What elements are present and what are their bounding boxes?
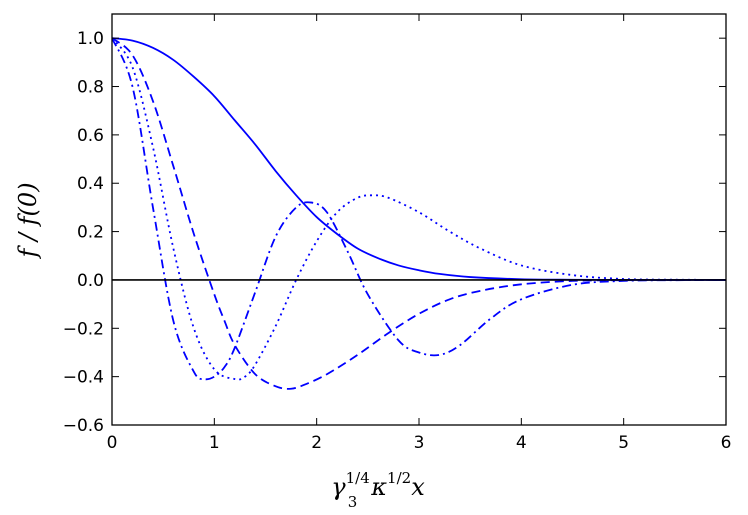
x-tick-label: 1 — [209, 433, 220, 453]
x-tick-label: 3 — [414, 433, 425, 453]
x-axis-label: γ1/4 3κ1/2x — [331, 469, 425, 511]
y-tick-label: −0.6 — [63, 416, 104, 436]
y-axis-label: f / f(0) — [14, 182, 42, 259]
x-tick-label: 0 — [107, 433, 118, 453]
y-tick-label: 0.8 — [77, 78, 104, 98]
series-line-solid — [112, 37, 726, 281]
y-tick-label: 0.6 — [77, 126, 104, 146]
x-tick-label: 2 — [311, 433, 322, 453]
series-line-dashed — [112, 37, 726, 390]
y-tick-label: 0.4 — [77, 174, 104, 194]
y-tick-label: 0.2 — [77, 223, 104, 243]
series-line-dotted — [112, 37, 726, 381]
y-tick-label: −0.4 — [63, 368, 104, 388]
y-tick-label: 1.0 — [77, 29, 104, 49]
plot-frame — [111, 13, 727, 426]
x-tick-label: 6 — [721, 433, 732, 453]
series-layer — [112, 37, 726, 390]
series-line-dashdot — [112, 37, 726, 381]
x-tick-label: 4 — [516, 433, 527, 453]
ticks-layer: 0 1 2 3 4 5 6 −0.6 −0.4 −0.2 0.0 0.2 0.4 0.6 0.8 1.0 — [63, 14, 732, 453]
x-tick-label: 5 — [618, 433, 629, 453]
y-tick-label: −0.2 — [63, 319, 104, 339]
y-tick-label: 0.0 — [77, 271, 104, 291]
